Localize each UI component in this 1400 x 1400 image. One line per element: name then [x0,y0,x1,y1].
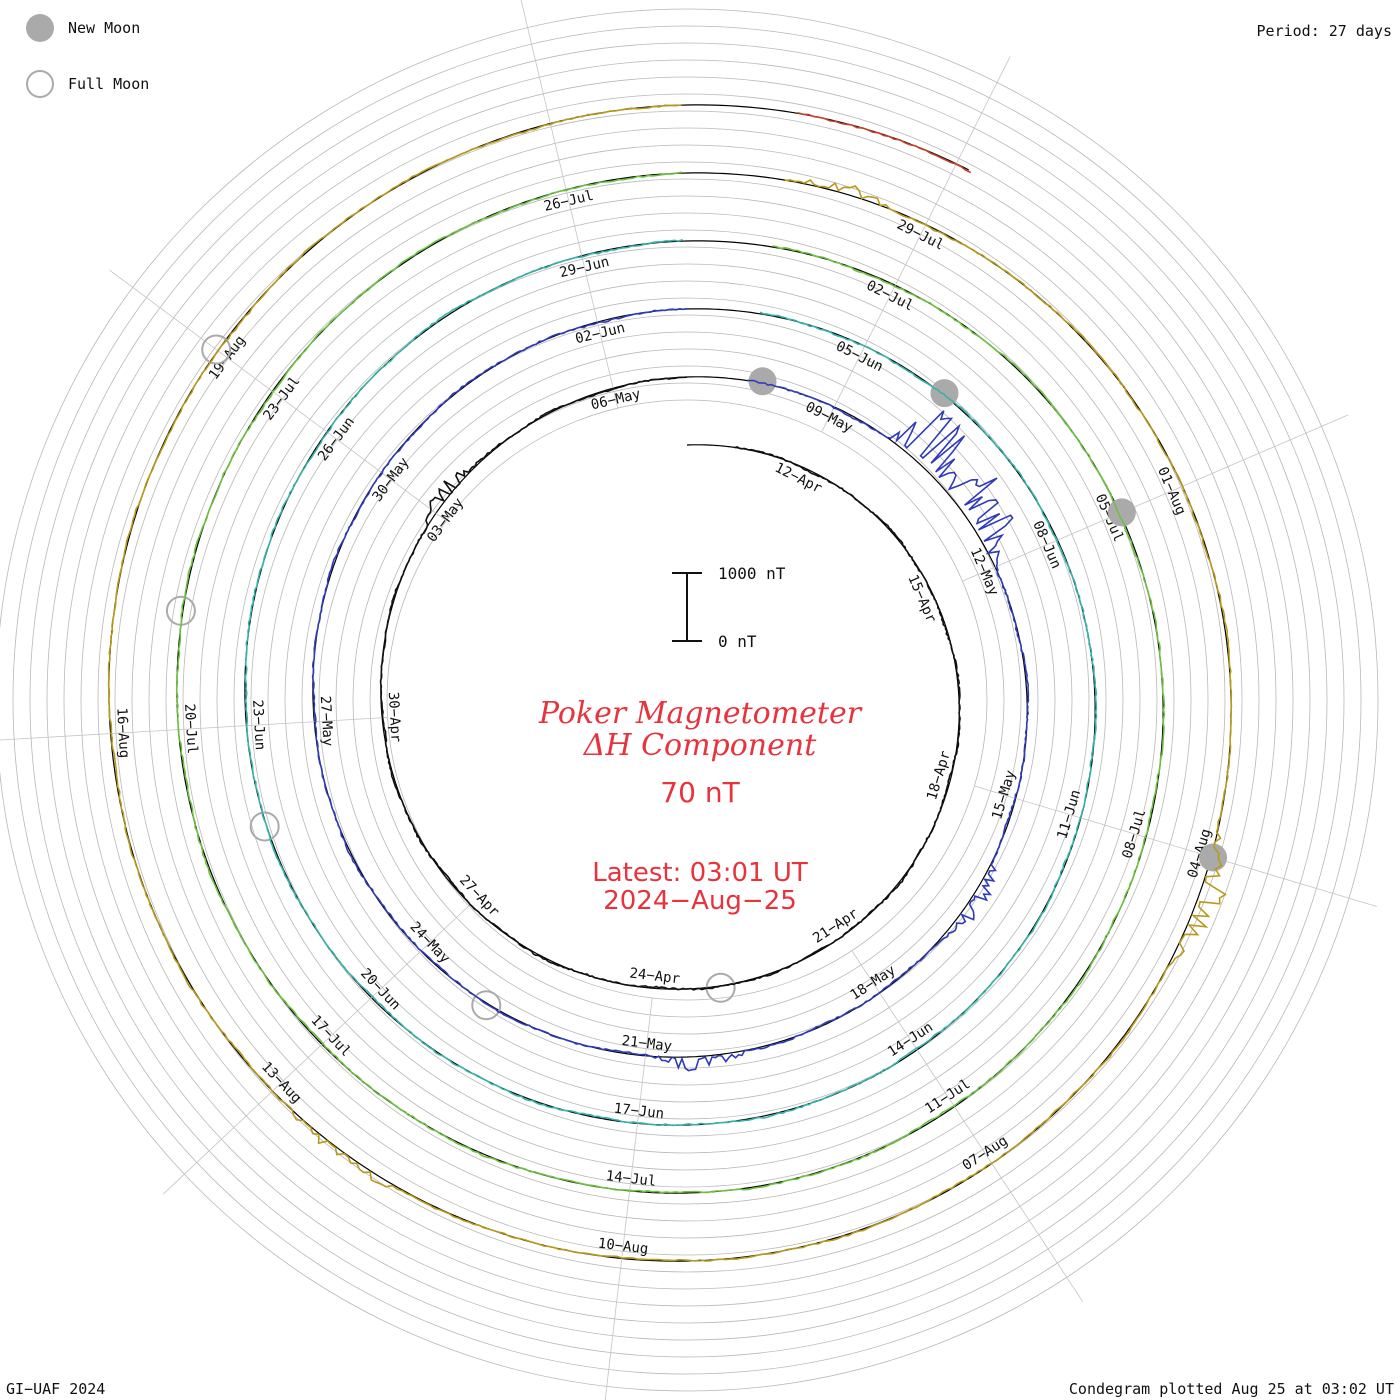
grid-ring [97,110,1277,1290]
grid-ring [80,93,1294,1307]
grid-ring [131,144,1243,1256]
date-label: 29−Jun [558,254,611,281]
rotation-trace [379,376,961,991]
rotation-trace [244,238,1098,1127]
radial-spoke [604,997,653,1400]
grid-ring [165,178,1209,1222]
baseline-spiral [108,104,1232,1262]
grid-ring [250,263,1124,1137]
footer-plotted: Condegram plotted Aug 25 at 03:02 UT [1068,1380,1394,1398]
date-label: 10−Aug [597,1236,649,1258]
period-label: Period: 27 days [1256,22,1392,40]
date-label: 23−Jun [249,699,268,750]
new-moon-marker [748,367,777,396]
range-label: 70 nT [660,776,740,809]
grid-ring [284,297,1090,1103]
scale-top-label: 1000 nT [718,564,786,583]
date-label: 21−May [621,1033,673,1055]
new-moon-marker [1199,843,1228,872]
date-label: 02−Jun [574,320,627,347]
grid-ring [233,246,1141,1154]
grid-ring [46,59,1328,1341]
radial-spoke [109,269,447,522]
radial-spoke [974,785,1377,907]
rotation-trace [107,104,1233,1262]
grid-ring [386,399,988,1001]
footer-credit: GI−UAF 2024 [6,1380,106,1398]
date-label: 17−Jun [613,1101,665,1123]
date-label: 12−May [967,545,1002,598]
grid-ring [63,76,1311,1324]
grid-ring [182,195,1192,1205]
date-label: 14−Jul [605,1168,657,1190]
radial-spoke [851,950,1083,1302]
full-moon-marker [201,334,232,365]
legend-new-moon-label: New Moon [68,19,141,37]
radial-spoke [520,0,619,409]
new-moon-icon [26,14,54,42]
date-label: 06−May [589,386,642,413]
date-label: 24−Apr [629,965,681,987]
grid-ring [199,212,1175,1188]
new-moon-marker [1107,498,1136,527]
date-label: 30−Apr [385,691,404,742]
grid-ring [352,365,1022,1035]
grid-ring [29,42,1345,1358]
radial-spoke [163,905,470,1195]
delta-h-trace [107,104,1233,1262]
date-label: 20−Jul [181,703,200,754]
ring-grid [0,8,1379,1392]
full-moon-marker [471,990,502,1021]
grid-ring [267,280,1107,1120]
legend-full-moon-label: Full Moon [68,75,150,93]
date-label: 27−May [317,695,336,746]
grid-ring [114,127,1260,1273]
grid-ring [318,331,1056,1069]
date-label: 26−Jul [542,188,595,215]
date-label: 16−Aug [113,707,132,758]
full-moon-icon [26,70,54,98]
grid-ring [301,314,1073,1086]
legend-new-moon: New Moon [26,14,140,42]
rotation-trace [175,171,1166,1194]
moon-phase-markers [165,334,1228,1021]
full-moon-marker [249,811,280,842]
grid-ring [12,25,1362,1375]
station-title: Poker Magnetometer [538,696,862,731]
rotation-trace [311,307,1030,1072]
radial-spoke [962,414,1349,582]
grid-ring [369,382,1005,1018]
scale-bar: 1000 nT 0 nT [672,564,786,651]
radial-spoke [821,56,1011,433]
legend-full-moon: Full Moon [26,70,149,98]
latest-time: Latest: 03:01 UT [592,858,808,888]
scale-bottom-label: 0 nT [718,632,757,651]
grid-ring [335,348,1039,1052]
grid-ring [0,8,1379,1392]
latest-date: 2024−Aug−25 [603,886,797,916]
component-title: ΔH Component [583,728,817,763]
grid-ring [148,161,1226,1239]
grid-ring [216,229,1158,1171]
rotation-trace [797,112,972,174]
date-label: 08−Jul [1120,807,1150,860]
